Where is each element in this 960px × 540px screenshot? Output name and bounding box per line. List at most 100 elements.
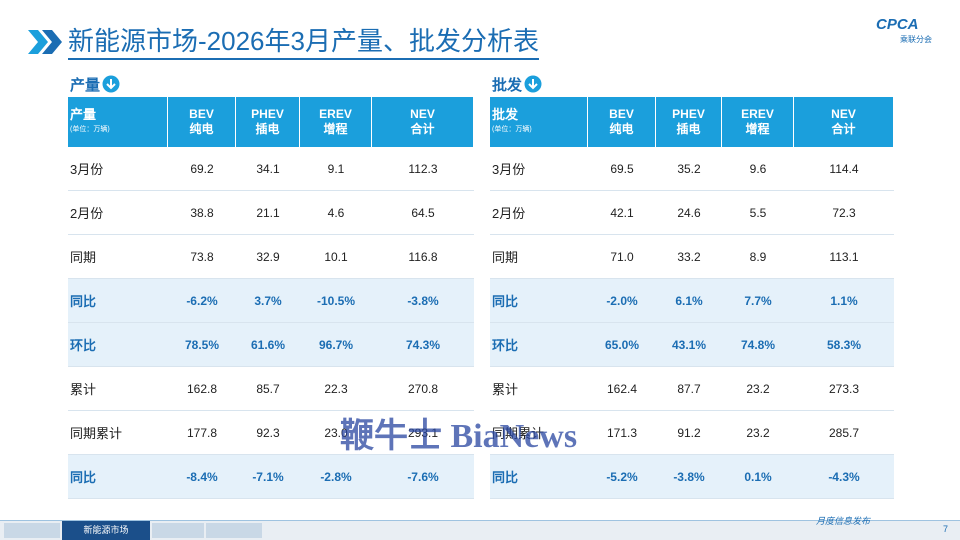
row-label: 同比 (68, 455, 168, 499)
data-cell: 74.8% (722, 323, 794, 367)
data-cell: 69.5 (588, 147, 656, 191)
data-cell: 23.2 (722, 411, 794, 455)
row-label: 3月份 (490, 147, 588, 191)
data-cell: 0.1% (722, 455, 794, 499)
data-cell: 73.8 (168, 235, 236, 279)
data-cell: -10.5% (300, 279, 372, 323)
row-label: 同比 (490, 279, 588, 323)
header-cell: 产量 (单位：万辆) (68, 97, 168, 147)
data-cell: 33.2 (656, 235, 722, 279)
data-cell: 65.0% (588, 323, 656, 367)
corner-unit: (单位：万辆) (70, 126, 110, 133)
header-cell: BEV 纯电 (588, 97, 656, 147)
data-cell: 9.1 (300, 147, 372, 191)
header-cell: 批发 (单位：万辆) (490, 97, 588, 147)
data-cell: 114.4 (794, 147, 894, 191)
column-label: BEV (609, 107, 634, 121)
data-cell: 5.5 (722, 191, 794, 235)
down-icon (524, 75, 542, 93)
header-cell: PHEV 插电 (236, 97, 300, 147)
data-cell: -8.4% (168, 455, 236, 499)
column-label: 纯电 (609, 122, 634, 136)
data-cell: 270.8 (372, 367, 474, 411)
footer-caption: 月度信息发布 (816, 516, 871, 526)
data-cell: 34.1 (236, 147, 300, 191)
chevron-icon (28, 30, 62, 54)
section-label: 批发 (492, 77, 523, 94)
tab[interactable] (206, 523, 262, 538)
data-cell: 177.8 (168, 411, 236, 455)
data-cell: 7.7% (722, 279, 794, 323)
data-cell: 4.6 (300, 191, 372, 235)
header-cell: BEV 纯电 (168, 97, 236, 147)
data-cell: 61.6% (236, 323, 300, 367)
data-cell: 71.0 (588, 235, 656, 279)
tab[interactable] (152, 523, 204, 538)
logo: CPCA (876, 16, 919, 33)
header-cell: EREV 增程 (722, 97, 794, 147)
page-title: 新能源市场-2026年3月产量、批发分析表 (68, 24, 539, 60)
data-cell: -7.6% (372, 455, 474, 499)
data-cell: 6.1% (656, 279, 722, 323)
data-cell: 116.8 (372, 235, 474, 279)
column-label: EREV (741, 107, 774, 121)
column-label: 插电 (255, 122, 280, 136)
column-label: NEV (831, 107, 856, 121)
data-cell: 85.7 (236, 367, 300, 411)
watermark: 鞭牛士 BiaNews (340, 418, 578, 455)
corner-unit: (单位：万辆) (492, 126, 532, 133)
tab[interactable] (4, 523, 60, 538)
data-cell: 10.1 (300, 235, 372, 279)
down-icon (102, 75, 120, 93)
data-cell: -5.2% (588, 455, 656, 499)
column-label: NEV (410, 107, 435, 121)
data-cell: 87.7 (656, 367, 722, 411)
header-cell: NEV 合计 (794, 97, 894, 147)
column-label: 增程 (323, 122, 348, 136)
section-label: 产量 (70, 77, 101, 94)
data-cell: -2.0% (588, 279, 656, 323)
data-cell: -7.1% (236, 455, 300, 499)
data-cell: 91.2 (656, 411, 722, 455)
column-label: 增程 (745, 122, 770, 136)
data-cell: 43.1% (656, 323, 722, 367)
data-cell: 171.3 (588, 411, 656, 455)
row-label: 同比 (68, 279, 168, 323)
column-label: 合计 (410, 122, 435, 136)
data-cell: 162.8 (168, 367, 236, 411)
data-cell: 21.1 (236, 191, 300, 235)
column-label: BEV (189, 107, 214, 121)
data-cell: 293.1 (372, 411, 474, 455)
column-label: PHEV (672, 107, 705, 121)
data-cell: 22.3 (300, 367, 372, 411)
row-label: 同期累计 (68, 411, 168, 455)
data-cell: 23.0 (300, 411, 372, 455)
data-cell: 162.4 (588, 367, 656, 411)
data-cell: 24.6 (656, 191, 722, 235)
row-label: 环比 (490, 323, 588, 367)
column-label: 纯电 (189, 122, 214, 136)
data-cell: 8.9 (722, 235, 794, 279)
data-cell: -4.3% (794, 455, 894, 499)
data-cell: 72.3 (794, 191, 894, 235)
row-label: 2月份 (490, 191, 588, 235)
header-cell: EREV 增程 (300, 97, 372, 147)
row-label: 累计 (68, 367, 168, 411)
data-cell: 69.2 (168, 147, 236, 191)
data-cell: 38.8 (168, 191, 236, 235)
data-cell: 92.3 (236, 411, 300, 455)
data-cell: 32.9 (236, 235, 300, 279)
data-cell: -2.8% (300, 455, 372, 499)
page-number: 7 (943, 524, 949, 534)
row-label: 同比 (490, 455, 588, 499)
data-cell: 285.7 (794, 411, 894, 455)
row-label: 同期 (68, 235, 168, 279)
data-cell: 3.7% (236, 279, 300, 323)
active-tab[interactable]: 新能源市场 (62, 521, 150, 540)
row-label: 2月份 (68, 191, 168, 235)
column-label: 插电 (676, 122, 701, 136)
corner-title: 批发 (492, 107, 519, 122)
column-label: PHEV (251, 107, 284, 121)
data-cell: 78.5% (168, 323, 236, 367)
